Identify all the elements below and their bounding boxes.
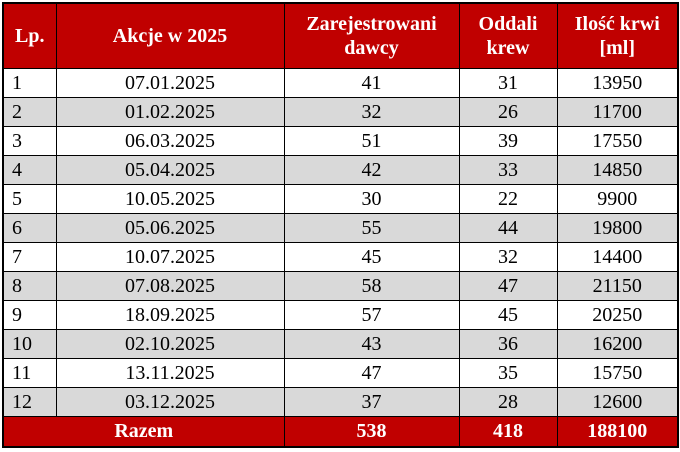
table-cell: 06.03.2025 bbox=[55, 126, 285, 156]
table-row: 4 05.04.2025 42 33 14850 bbox=[2, 155, 679, 185]
table-cell: 10.05.2025 bbox=[55, 184, 285, 214]
table-cell: 19800 bbox=[556, 213, 679, 243]
footer-row: Razem 538 418 188100 bbox=[2, 416, 679, 448]
table-cell: 18.09.2025 bbox=[55, 300, 285, 330]
total-cell: 188100 bbox=[556, 416, 679, 448]
table-row: 5 10.05.2025 30 22 9900 bbox=[2, 184, 679, 214]
table-cell: 15750 bbox=[556, 358, 679, 388]
table-cell: 41 bbox=[283, 68, 460, 98]
table-cell: 43 bbox=[283, 329, 460, 359]
table-cell: 9 bbox=[2, 300, 57, 330]
table-row: 9 18.09.2025 57 45 20250 bbox=[2, 300, 679, 330]
table-cell: 10.07.2025 bbox=[55, 242, 285, 272]
table-row: 8 07.08.2025 58 47 21150 bbox=[2, 271, 679, 301]
table-cell: 10 bbox=[2, 329, 57, 359]
table-cell: 28 bbox=[458, 387, 558, 417]
table-cell: 05.06.2025 bbox=[55, 213, 285, 243]
table-cell: 07.08.2025 bbox=[55, 271, 285, 301]
table-cell: 14850 bbox=[556, 155, 679, 185]
table-cell: 6 bbox=[2, 213, 57, 243]
header-cell: Zarejestrowani dawcy bbox=[283, 2, 460, 69]
table-cell: 03.12.2025 bbox=[55, 387, 285, 417]
table-cell: 9900 bbox=[556, 184, 679, 214]
table-cell: 44 bbox=[458, 213, 558, 243]
table-cell: 05.04.2025 bbox=[55, 155, 285, 185]
table-cell: 39 bbox=[458, 126, 558, 156]
header-row: Lp. Akcje w 2025 Zarejestrowani dawcy Oddal… bbox=[2, 2, 679, 69]
table-cell: 17550 bbox=[556, 126, 679, 156]
table-cell: 57 bbox=[283, 300, 460, 330]
table-cell: 45 bbox=[283, 242, 460, 272]
table-cell: 35 bbox=[458, 358, 558, 388]
table-row: 3 06.03.2025 51 39 17550 bbox=[2, 126, 679, 156]
table-cell: 2 bbox=[2, 97, 57, 127]
table-cell: 11700 bbox=[556, 97, 679, 127]
table-row: 10 02.10.2025 43 36 16200 bbox=[2, 329, 679, 359]
table-row: 1 07.01.2025 41 31 13950 bbox=[2, 68, 679, 98]
table-cell: 11 bbox=[2, 358, 57, 388]
table-cell: 32 bbox=[283, 97, 460, 127]
table-cell: 5 bbox=[2, 184, 57, 214]
table-cell: 3 bbox=[2, 126, 57, 156]
table-cell: 37 bbox=[283, 387, 460, 417]
table-cell: 07.01.2025 bbox=[55, 68, 285, 98]
table-cell: 21150 bbox=[556, 271, 679, 301]
total-label: Razem bbox=[2, 416, 285, 448]
table-cell: 36 bbox=[458, 329, 558, 359]
table-row: 6 05.06.2025 55 44 19800 bbox=[2, 213, 679, 243]
table-cell: 12600 bbox=[556, 387, 679, 417]
table-cell: 42 bbox=[283, 155, 460, 185]
table-cell: 31 bbox=[458, 68, 558, 98]
total-cell: 418 bbox=[458, 416, 558, 448]
table-cell: 01.02.2025 bbox=[55, 97, 285, 127]
table-cell: 02.10.2025 bbox=[55, 329, 285, 359]
table-cell: 16200 bbox=[556, 329, 679, 359]
table-cell: 8 bbox=[2, 271, 57, 301]
table-cell: 47 bbox=[458, 271, 558, 301]
total-cell: 538 bbox=[283, 416, 460, 448]
table-cell: 13950 bbox=[556, 68, 679, 98]
header-cell: Akcje w 2025 bbox=[55, 2, 285, 69]
header-cell: Lp. bbox=[2, 2, 57, 69]
table-cell: 12 bbox=[2, 387, 57, 417]
table-cell: 30 bbox=[283, 184, 460, 214]
table-cell: 14400 bbox=[556, 242, 679, 272]
table-cell: 13.11.2025 bbox=[55, 358, 285, 388]
table-cell: 20250 bbox=[556, 300, 679, 330]
table-cell: 4 bbox=[2, 155, 57, 185]
table-cell: 45 bbox=[458, 300, 558, 330]
table-row: 2 01.02.2025 32 26 11700 bbox=[2, 97, 679, 127]
table-cell: 33 bbox=[458, 155, 558, 185]
table-cell: 7 bbox=[2, 242, 57, 272]
table-cell: 55 bbox=[283, 213, 460, 243]
table-cell: 58 bbox=[283, 271, 460, 301]
table-cell: 51 bbox=[283, 126, 460, 156]
table-row: 7 10.07.2025 45 32 14400 bbox=[2, 242, 679, 272]
table-cell: 22 bbox=[458, 184, 558, 214]
table-cell: 1 bbox=[2, 68, 57, 98]
table-cell: 47 bbox=[283, 358, 460, 388]
table-cell: 26 bbox=[458, 97, 558, 127]
table-row: 11 13.11.2025 47 35 15750 bbox=[2, 358, 679, 388]
table-row: 12 03.12.2025 37 28 12600 bbox=[2, 387, 679, 417]
table-body: 1 07.01.2025 41 31 13950 2 01.02.2025 32 26 11700… bbox=[2, 68, 679, 417]
header-cell: Oddali krew bbox=[458, 2, 558, 69]
header-cell: Ilość krwi [ml] bbox=[556, 2, 679, 69]
table-cell: 32 bbox=[458, 242, 558, 272]
